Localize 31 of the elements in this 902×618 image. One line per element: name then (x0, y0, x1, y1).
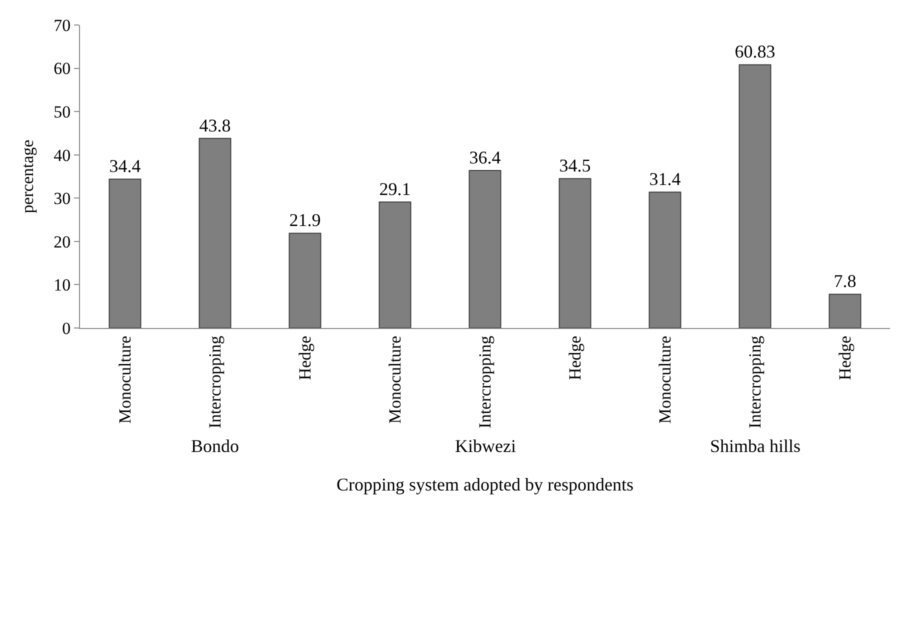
data-label: 7.8 (834, 271, 856, 292)
data-label: 60.83 (734, 42, 776, 62)
data-label: 31.4 (649, 169, 681, 190)
data-label: 21.9 (289, 210, 321, 230)
y-tick-label: 0 (62, 318, 71, 338)
text: Kibwezi (455, 436, 516, 456)
text: Shimba hills (710, 436, 801, 456)
x-tick-label: Monoculture (116, 336, 135, 424)
x-tick-label: Intercropping (206, 335, 225, 428)
x-axis-title: Cropping system adopted by respondents (336, 474, 634, 494)
text: Bondo (191, 436, 240, 456)
x-tick-label: Hedge (836, 336, 855, 380)
y-tick-label: 10 (54, 276, 71, 295)
y-tick-label: 60 (54, 59, 71, 78)
data-label: 34.4 (109, 156, 141, 176)
y-axis-title: percentage (18, 140, 38, 214)
y-tick-label: 30 (54, 189, 71, 208)
data-label: 34.5 (559, 156, 591, 176)
x-tick-label: Monoculture (656, 336, 675, 424)
data-label: 43.8 (199, 115, 231, 136)
y-tick-label: 20 (54, 232, 71, 252)
y-tick-label: 50 (54, 102, 71, 122)
x-tick-label: Intercropping (746, 335, 765, 428)
y-tick-label: 40 (54, 146, 71, 165)
x-tick-label: Hedge (296, 336, 315, 380)
data-label: 36.4 (469, 147, 501, 168)
data-label: 29.1 (379, 179, 411, 200)
x-tick-label: Hedge (566, 336, 585, 380)
y-tick-label: 70 (54, 16, 71, 35)
x-tick-label: Monoculture (386, 336, 405, 424)
x-tick-label: Intercropping (476, 335, 495, 428)
